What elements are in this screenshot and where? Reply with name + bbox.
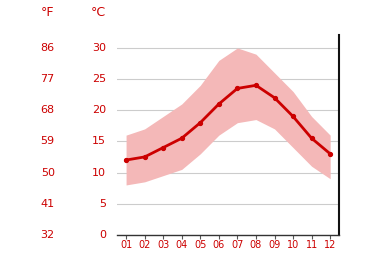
Text: 59: 59 (41, 136, 55, 146)
Text: 77: 77 (41, 74, 55, 84)
Text: °C: °C (91, 6, 106, 19)
Text: 50: 50 (41, 168, 55, 177)
Text: 30: 30 (92, 43, 106, 53)
Text: 41: 41 (41, 199, 55, 209)
Text: 5: 5 (99, 199, 106, 209)
Text: 25: 25 (92, 74, 106, 84)
Text: 15: 15 (92, 136, 106, 146)
Text: 0: 0 (99, 230, 106, 240)
Text: 68: 68 (41, 105, 55, 115)
Text: °F: °F (41, 6, 55, 19)
Text: 86: 86 (41, 43, 55, 53)
Text: 10: 10 (92, 168, 106, 177)
Text: 32: 32 (41, 230, 55, 240)
Text: 20: 20 (92, 105, 106, 115)
